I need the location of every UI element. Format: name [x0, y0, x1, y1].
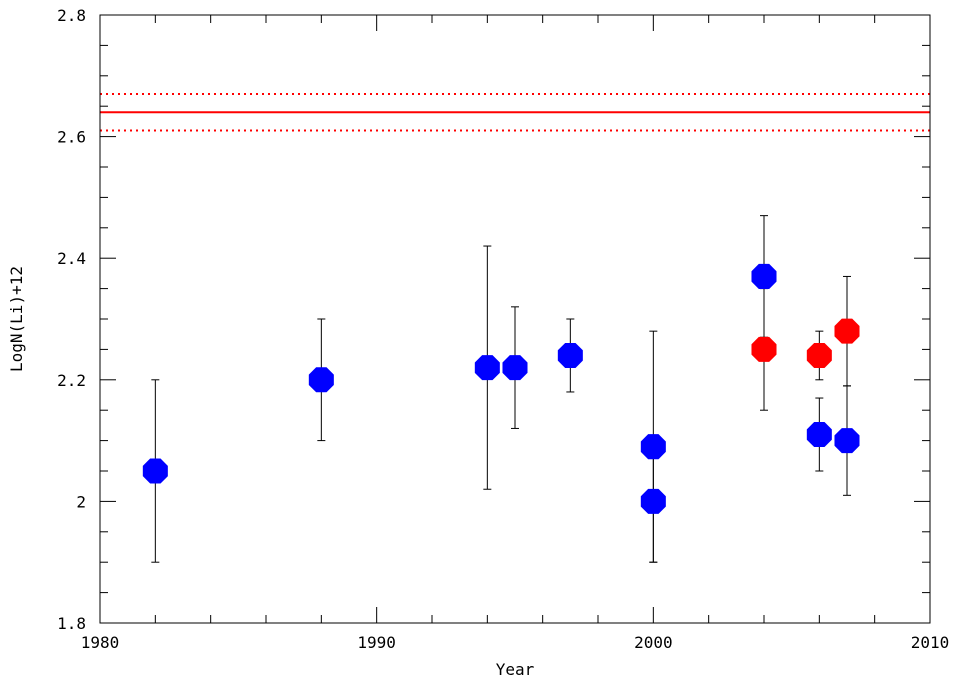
data-point — [502, 355, 528, 381]
error-bars — [151, 215, 851, 563]
data-point — [557, 342, 583, 368]
plot-frame — [99, 14, 931, 624]
data-point — [751, 263, 777, 289]
data-point — [751, 336, 777, 362]
data-point — [834, 428, 860, 454]
reference-lines — [100, 93, 930, 132]
axis-ticks — [99, 14, 931, 624]
y-tick-label: 1.8 — [57, 614, 86, 633]
x-tick-label: 2010 — [911, 633, 950, 652]
data-markers — [142, 263, 860, 514]
y-tick-label: 2.6 — [57, 128, 86, 147]
y-tick-label: 2.8 — [57, 6, 86, 25]
y-tick-label: 2.2 — [57, 371, 86, 390]
y-tick-label: 2 — [76, 492, 86, 511]
y-axis-title: LogN(Li)+12 — [7, 266, 26, 372]
data-point — [640, 434, 666, 460]
data-point — [640, 488, 666, 514]
x-tick-label: 1980 — [81, 633, 120, 652]
y-tick-label: 2.4 — [57, 249, 86, 268]
x-tick-label: 1990 — [357, 633, 396, 652]
tick-labels: 1980 1990 2000 2010 1.8 2 2.2 2.4 2.6 2.8 — [57, 6, 949, 652]
data-point — [474, 355, 500, 381]
data-point — [806, 342, 832, 368]
data-point — [308, 367, 334, 393]
x-tick-label: 2000 — [634, 633, 673, 652]
data-point — [142, 458, 168, 484]
data-point — [806, 422, 832, 448]
x-axis-title: Year — [496, 660, 535, 679]
data-point — [834, 318, 860, 344]
